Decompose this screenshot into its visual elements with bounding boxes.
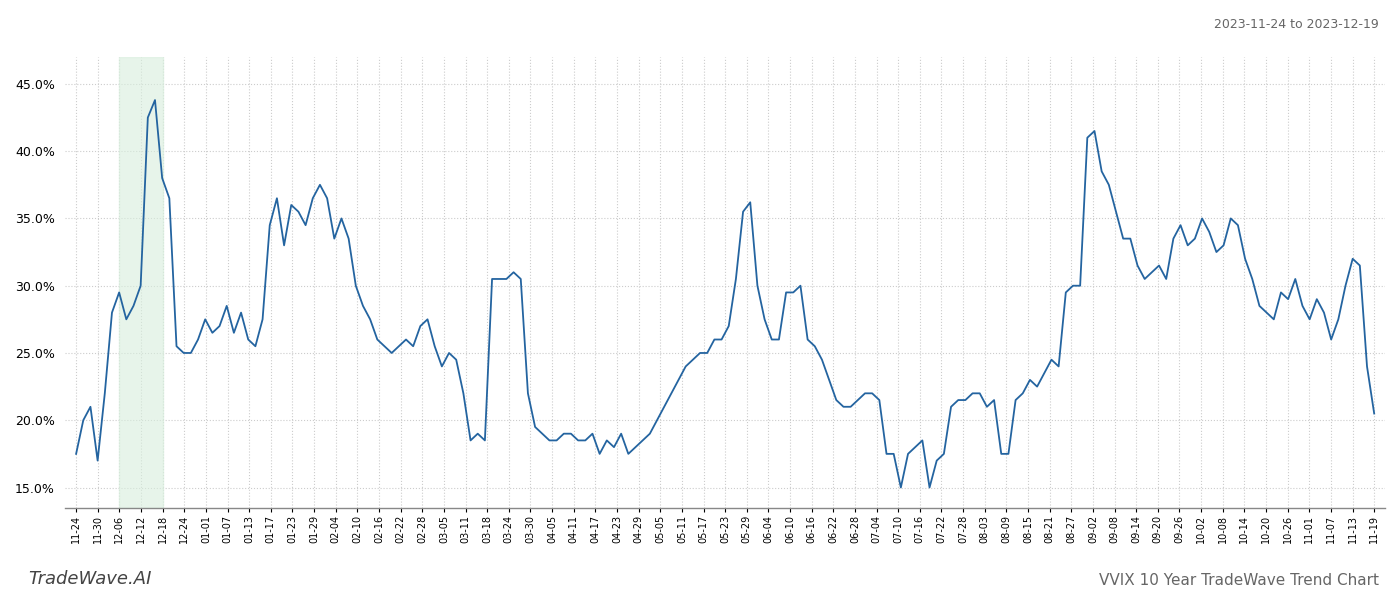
Text: 2023-11-24 to 2023-12-19: 2023-11-24 to 2023-12-19 xyxy=(1214,18,1379,31)
Text: VVIX 10 Year TradeWave Trend Chart: VVIX 10 Year TradeWave Trend Chart xyxy=(1099,573,1379,588)
Text: TradeWave.AI: TradeWave.AI xyxy=(28,570,151,588)
Bar xyxy=(119,57,162,508)
